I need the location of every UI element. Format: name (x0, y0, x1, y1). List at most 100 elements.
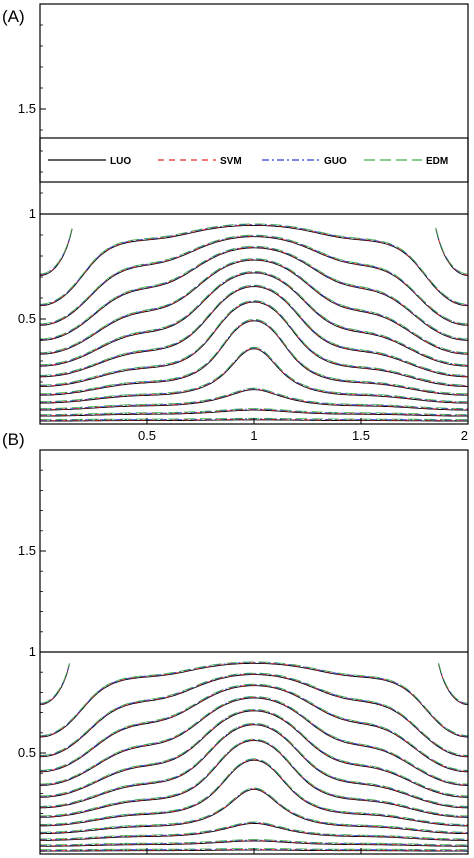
contour-luo-level-8 (40, 697, 468, 786)
contour-edm-level-1 (40, 408, 468, 415)
contour-edm-level-1 (40, 839, 468, 846)
contour-svm-level-12 (435, 228, 468, 276)
panel-b: (B) 0.5 1 1.5 2 0.5 1 1.5 (2, 430, 469, 855)
x-tick-label-2: 1.5 (352, 428, 370, 443)
contour-luo-level-7 (40, 710, 468, 798)
legend-label-guo: GUO (324, 156, 347, 167)
contour-guo-level-11 (40, 224, 468, 306)
contour-luo-level-4 (40, 759, 468, 827)
contour-svm-level-12 (40, 228, 73, 276)
contour-edm-level-5 (40, 299, 468, 386)
contour-guo-level-11 (40, 661, 468, 737)
contour-svm-level-3 (40, 788, 468, 834)
contour-svm-level-7 (40, 271, 468, 366)
legend-label-svm: SVM (220, 156, 242, 167)
contour-svm-level-6 (40, 285, 468, 377)
contour-luo-level-9 (40, 685, 468, 773)
contour-guo-level-2 (40, 821, 468, 840)
contour-guo-level-7 (40, 709, 468, 797)
contour-luo-level-11 (40, 662, 468, 738)
contour-guo-level-2 (40, 388, 468, 410)
contour-luo-level-3 (40, 788, 468, 835)
contour-edm-level-12 (435, 227, 468, 275)
contour-luo-level-6 (40, 724, 468, 809)
contour-luo-level-6 (40, 286, 468, 378)
contour-luo-level-1 (40, 840, 468, 847)
contour-edm-level-6 (40, 722, 468, 807)
contour-luo-level-5 (40, 301, 468, 387)
y-tick-label-0: 0.5 (18, 745, 36, 760)
contour-edm-level-12 (40, 662, 70, 704)
contour-edm-level-4 (40, 318, 468, 395)
contour-edm-level-2 (40, 821, 468, 840)
contour-edm-level-3 (40, 787, 468, 833)
contour-luo-level-5 (40, 740, 468, 818)
contour-svm-level-12 (40, 663, 70, 705)
contour-luo-level-11 (40, 224, 468, 307)
contour-guo-level-12 (40, 228, 73, 275)
contour-guo-level-10 (40, 235, 468, 325)
contour-svm-level-4 (40, 319, 468, 396)
panel-label-b: (B) (2, 430, 25, 449)
panel-label-a: (A) (2, 7, 25, 26)
contour-edm-level-2 (40, 387, 468, 409)
contour-lines-a (40, 223, 468, 422)
contour-edm-level-9 (40, 683, 468, 771)
contour-guo-level-4 (40, 319, 468, 395)
y-tick-label-2: 1.5 (18, 101, 36, 116)
x-tick-label-1: 1 (250, 428, 257, 443)
axes-b: 0.511.520.511.5 (18, 449, 469, 855)
contour-lines-b (40, 661, 468, 852)
contour-svm-level-8 (40, 697, 468, 786)
contour-luo-level-1 (40, 409, 468, 417)
contour-svm-level-6 (40, 723, 468, 808)
contour-luo-level-8 (40, 259, 468, 355)
contour-luo-level-12 (438, 664, 468, 706)
y-tick-label-1: 1 (29, 206, 36, 221)
contour-guo-level-3 (40, 787, 468, 833)
contour-guo-level-6 (40, 723, 468, 808)
contour-svm-level-1 (40, 409, 468, 416)
contour-svm-level-8 (40, 259, 468, 354)
contour-edm-level-12 (40, 227, 73, 275)
contour-svm-level-2 (40, 388, 468, 410)
contour-edm-level-7 (40, 708, 468, 797)
contour-edm-level-4 (40, 758, 468, 825)
contour-svm-level-10 (40, 235, 468, 326)
legend-a: LUO SVM GUO EDM (39, 137, 469, 183)
contour-luo-level-10 (40, 236, 468, 326)
contour-svm-level-3 (40, 347, 468, 403)
contour-guo-level-1 (40, 839, 468, 846)
contour-svm-level-10 (40, 673, 468, 757)
y-tick-label-0: 0.5 (18, 311, 36, 326)
contour-svm-level-12 (438, 663, 468, 705)
x-tick-label-3: 2 (461, 428, 468, 443)
legend-label-luo: LUO (110, 156, 131, 167)
contour-svm-level-9 (40, 246, 468, 341)
legend-label-edm: EDM (426, 156, 448, 167)
contour-guo-level-8 (40, 696, 468, 785)
contour-svm-level-11 (40, 662, 468, 737)
contour-edm-level-7 (40, 271, 468, 365)
contour-svm-level-5 (40, 739, 468, 818)
contour-edm-level-10 (40, 234, 468, 325)
contour-edm-level-10 (40, 672, 468, 756)
contour-guo-level-12 (40, 663, 70, 704)
contour-edm-level-12 (438, 662, 468, 704)
contour-guo-level-3 (40, 347, 468, 403)
contour-guo-level-12 (438, 663, 468, 704)
contour-edm-level-9 (40, 245, 468, 340)
contour-luo-level-12 (40, 664, 70, 706)
contour-guo-level-1 (40, 408, 468, 416)
contour-edm-level-5 (40, 738, 468, 817)
contour-luo-level-12 (435, 229, 468, 276)
contour-luo-level-3 (40, 348, 468, 404)
contour-guo-level-6 (40, 285, 468, 377)
contour-edm-level-11 (40, 661, 468, 736)
contour-svm-level-2 (40, 822, 468, 841)
contour-svm-level-9 (40, 684, 468, 772)
contour-luo-level-9 (40, 247, 468, 341)
contour-edm-level-3 (40, 346, 468, 402)
y-tick-label-1: 1 (29, 644, 36, 659)
